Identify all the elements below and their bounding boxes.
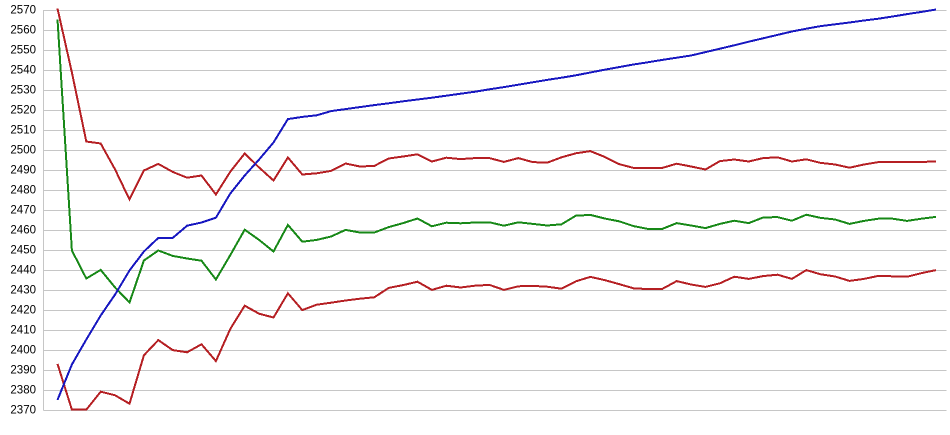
svg-text:2510: 2510	[10, 125, 36, 137]
svg-text:2500: 2500	[10, 145, 36, 157]
svg-text:2410: 2410	[10, 325, 36, 337]
svg-text:2420: 2420	[10, 305, 36, 317]
svg-text:2490: 2490	[10, 165, 36, 177]
svg-text:2540: 2540	[10, 65, 36, 77]
svg-text:2430: 2430	[10, 285, 36, 297]
svg-text:2480: 2480	[10, 185, 36, 197]
svg-text:2390: 2390	[10, 365, 36, 377]
svg-text:2570: 2570	[10, 5, 36, 17]
svg-text:2460: 2460	[10, 225, 36, 237]
svg-text:2370: 2370	[10, 405, 36, 417]
svg-text:2440: 2440	[10, 265, 36, 277]
svg-text:2380: 2380	[10, 385, 36, 397]
svg-text:2550: 2550	[10, 45, 36, 57]
svg-text:2530: 2530	[10, 85, 36, 97]
svg-text:2400: 2400	[10, 345, 36, 357]
svg-text:2470: 2470	[10, 205, 36, 217]
svg-text:2520: 2520	[10, 105, 36, 117]
svg-text:2450: 2450	[10, 245, 36, 257]
svg-text:2560: 2560	[10, 25, 36, 37]
